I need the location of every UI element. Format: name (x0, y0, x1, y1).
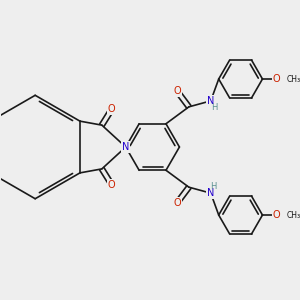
Text: O: O (173, 86, 181, 96)
Text: N: N (207, 188, 214, 198)
Text: N: N (207, 96, 214, 106)
Text: N: N (122, 142, 129, 152)
Text: O: O (108, 180, 116, 190)
Text: O: O (273, 74, 280, 84)
Text: H: H (211, 182, 217, 191)
Text: O: O (173, 198, 181, 208)
Text: CH₃: CH₃ (286, 74, 300, 83)
Text: O: O (273, 210, 280, 220)
Text: O: O (108, 104, 116, 114)
Text: H: H (212, 103, 218, 112)
Text: CH₃: CH₃ (286, 211, 300, 220)
